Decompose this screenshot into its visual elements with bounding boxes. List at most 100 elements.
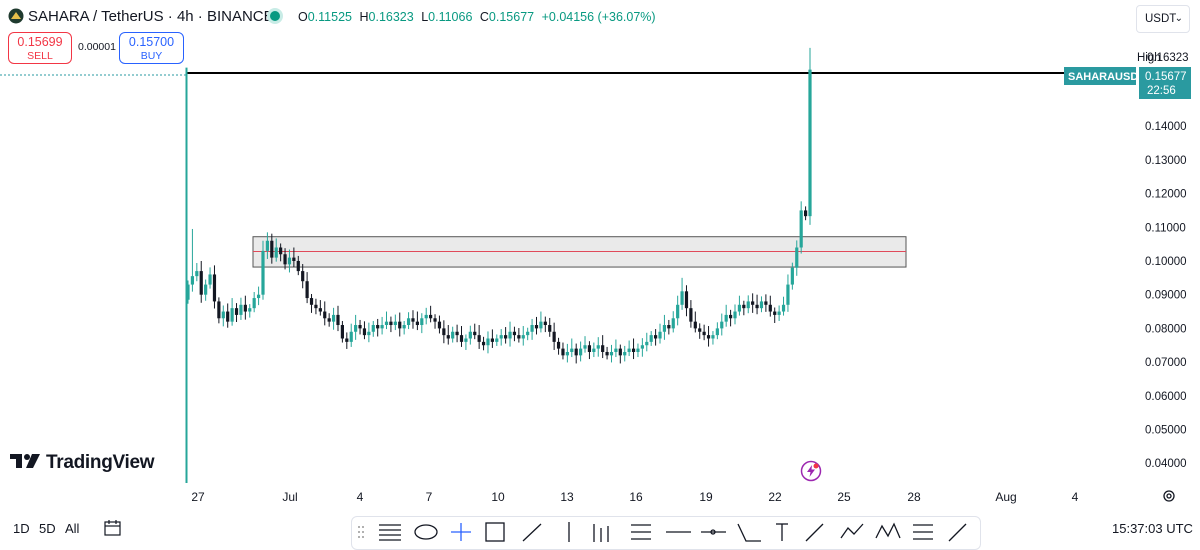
candle-body bbox=[671, 318, 675, 329]
candle-body bbox=[587, 345, 592, 352]
candle-body bbox=[446, 335, 450, 339]
candle-body bbox=[654, 335, 658, 339]
candle-body bbox=[680, 291, 684, 305]
last-price-tag-bg bbox=[1139, 67, 1191, 99]
date-range-icon[interactable] bbox=[103, 519, 123, 537]
candle-body bbox=[336, 314, 340, 326]
candle-body bbox=[199, 271, 203, 295]
chevron-down-icon: ⌄ bbox=[1174, 13, 1183, 24]
close-key: C bbox=[479, 10, 489, 24]
price-tick-label: 0.14000 bbox=[1145, 121, 1187, 133]
price-tick-label: 0.09000 bbox=[1145, 290, 1187, 302]
list-icon bbox=[913, 524, 933, 540]
candle-body bbox=[358, 325, 362, 329]
candle-body bbox=[799, 210, 803, 248]
symbol-logo-icon bbox=[8, 8, 24, 24]
extended-line-icon bbox=[701, 529, 726, 535]
candle-body bbox=[331, 314, 336, 322]
change-value: +0.04156 (+36.07%) bbox=[541, 10, 656, 24]
candle-body bbox=[389, 321, 393, 326]
candle-body bbox=[764, 301, 768, 305]
candle-body bbox=[376, 325, 380, 329]
pattern-icon bbox=[840, 523, 864, 539]
candle-body bbox=[230, 308, 234, 322]
candle-body bbox=[808, 69, 812, 217]
candle-body bbox=[640, 345, 644, 349]
symbol-title[interactable]: SAHARA / TetherUS · 4h · BINANCE bbox=[28, 8, 274, 25]
time-axis[interactable]: 27 Jul 4 7 10 13 16 19 22 25 28 Aug 4 bbox=[191, 490, 1078, 504]
timeframe-1d[interactable]: 1D bbox=[13, 521, 30, 536]
buy-button[interactable]: 0.15700 BUY bbox=[119, 32, 184, 64]
currency-selector[interactable]: USDT ⌄ bbox=[1136, 5, 1190, 33]
candle-body bbox=[287, 257, 292, 265]
candle-body bbox=[367, 331, 371, 336]
candle-body bbox=[265, 240, 270, 251]
gear-icon[interactable] bbox=[1162, 489, 1176, 503]
time-tick-label: 28 bbox=[907, 490, 921, 504]
market-open-indicator bbox=[270, 11, 280, 21]
candle-body bbox=[398, 321, 402, 329]
time-tick-label: 19 bbox=[699, 490, 713, 504]
buy-label: BUY bbox=[140, 50, 163, 62]
candle-body bbox=[362, 328, 367, 336]
candle-body bbox=[759, 301, 764, 309]
candle-body bbox=[530, 325, 534, 332]
candle-body bbox=[534, 325, 539, 329]
candle-body bbox=[402, 325, 406, 329]
timeframe-5d[interactable]: 5D bbox=[39, 521, 56, 536]
candle-body bbox=[270, 240, 274, 258]
crosshair-icon bbox=[451, 523, 471, 541]
candle-body bbox=[693, 321, 697, 329]
candle-body bbox=[406, 318, 411, 326]
candle-body bbox=[561, 348, 565, 356]
candle-body bbox=[512, 331, 517, 336]
ellipse-icon bbox=[414, 524, 438, 540]
candle-body bbox=[574, 348, 578, 356]
sell-label: SELL bbox=[27, 50, 53, 62]
candle-body bbox=[468, 331, 472, 339]
flash-alert-icon[interactable] bbox=[800, 460, 822, 482]
pitchfork-icon bbox=[593, 524, 609, 542]
sell-button[interactable]: 0.15699 SELL bbox=[8, 32, 72, 64]
candle-body bbox=[340, 325, 344, 339]
candle-body bbox=[384, 321, 389, 326]
time-tick-label: Aug bbox=[995, 490, 1016, 504]
candle-body bbox=[728, 314, 733, 319]
price-chart[interactable]: 0.04000 0.05000 0.06000 0.07000 0.08000 0.090… bbox=[0, 0, 1200, 512]
candle-body bbox=[190, 276, 195, 285]
candle-body bbox=[239, 304, 243, 315]
candle-body bbox=[720, 321, 724, 329]
close-value: 0.15677 bbox=[488, 10, 535, 24]
candle-body bbox=[706, 335, 711, 339]
candle-body bbox=[605, 351, 609, 356]
candle-body bbox=[459, 335, 464, 342]
countdown: 22:56 bbox=[1147, 85, 1176, 97]
candle-body bbox=[473, 331, 477, 336]
high-key: H bbox=[359, 10, 369, 24]
timeframe-all[interactable]: All bbox=[65, 521, 80, 536]
candle-body bbox=[345, 338, 349, 342]
candle-body bbox=[234, 308, 239, 315]
candle-body bbox=[645, 341, 649, 346]
open-key: O bbox=[298, 10, 308, 24]
drawing-tools[interactable] bbox=[351, 516, 979, 548]
price-tick-label: 0.12000 bbox=[1145, 189, 1187, 201]
candle-body bbox=[768, 304, 772, 312]
candle-body bbox=[565, 351, 569, 356]
candle-body bbox=[221, 311, 225, 319]
time-tick-label: 22 bbox=[768, 490, 782, 504]
time-tick-label: 10 bbox=[491, 490, 505, 504]
last-price-tag: 0.15677 bbox=[1145, 71, 1187, 83]
candle-body bbox=[314, 304, 318, 309]
candle-body bbox=[477, 335, 481, 342]
candle-body bbox=[486, 338, 490, 346]
candle-body bbox=[464, 338, 468, 342]
angle-icon bbox=[737, 523, 761, 542]
candle-body bbox=[499, 335, 503, 339]
candle-body bbox=[256, 294, 261, 299]
candle-body bbox=[279, 247, 283, 255]
candle-body bbox=[570, 348, 574, 352]
candle-body bbox=[195, 271, 199, 277]
resistance-zone[interactable] bbox=[252, 236, 907, 268]
candle-body bbox=[309, 298, 314, 305]
